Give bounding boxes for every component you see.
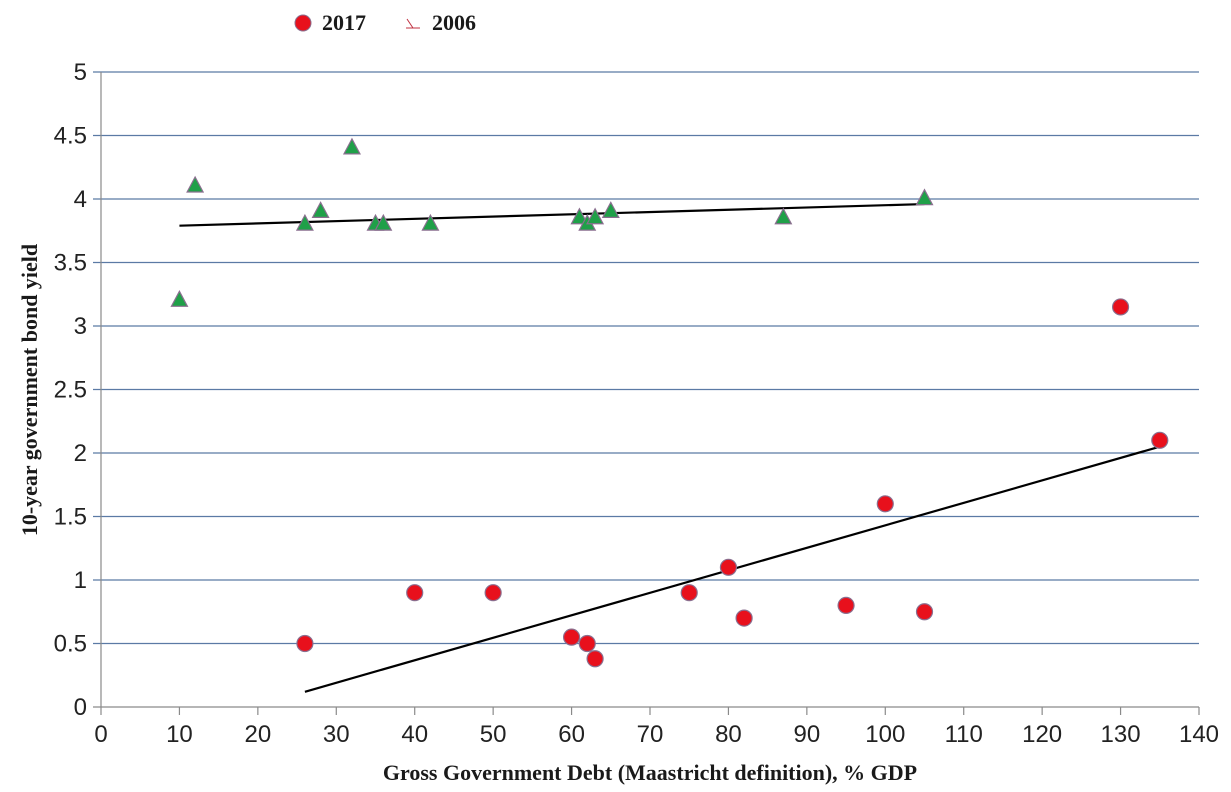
x-tick-label: 70 bbox=[637, 721, 664, 748]
y-tick-label: 3 bbox=[74, 313, 87, 340]
data-point-2006 bbox=[374, 213, 393, 231]
data-point-2017 bbox=[586, 650, 604, 668]
data-point-2017 bbox=[719, 558, 738, 576]
legend-label-2017: 2017 bbox=[322, 10, 366, 35]
data-point-2017 bbox=[876, 495, 894, 513]
data-point-2006 bbox=[601, 201, 620, 218]
x-tick-label: 90 bbox=[794, 721, 821, 748]
y-axis-title: 10-year government bond yield bbox=[17, 243, 42, 537]
data-point-2006 bbox=[586, 207, 605, 225]
data-point-2017 bbox=[680, 584, 698, 602]
x-tick-label: 50 bbox=[480, 721, 507, 748]
data-point-2006 bbox=[342, 137, 361, 155]
y-tick-label: 1 bbox=[74, 567, 87, 594]
y-tick-label: 0.5 bbox=[54, 631, 87, 658]
x-tick-label: 140 bbox=[1179, 721, 1219, 748]
data-point-2017 bbox=[578, 634, 596, 653]
x-tick-label: 120 bbox=[1022, 721, 1062, 748]
data-point-2017 bbox=[406, 584, 424, 602]
y-tick-label: 0 bbox=[74, 694, 87, 721]
x-tick-label: 20 bbox=[245, 721, 272, 748]
data-point-2017 bbox=[484, 584, 502, 602]
data-point-2006 bbox=[295, 213, 314, 231]
data-point-2017 bbox=[915, 603, 934, 621]
data-point-2006 bbox=[311, 201, 330, 218]
data-point-2006 bbox=[421, 213, 440, 231]
tick-label-layer: 00.511.522.533.544.550 10 20 30 40 50 60 70 80 90… bbox=[54, 59, 1219, 748]
x-axis-title: Gross Government Debt (Maastricht defini… bbox=[382, 760, 918, 785]
x-tick-label: 110 bbox=[945, 721, 983, 748]
data-point-2017 bbox=[1151, 431, 1169, 449]
legend-triangle-icon bbox=[406, 18, 420, 29]
y-tick-label: 4.5 bbox=[54, 123, 87, 150]
data-point-2006 bbox=[774, 207, 793, 225]
y-tick-label: 1.5 bbox=[54, 504, 87, 531]
y-tick-label: 2.5 bbox=[54, 377, 87, 404]
data-point-2006 bbox=[186, 175, 205, 193]
legend-item-2006[interactable]: 2006 bbox=[402, 10, 476, 36]
y-tick-label: 5 bbox=[74, 59, 87, 86]
y-tick-label: 3.5 bbox=[54, 250, 87, 277]
data-point-2017 bbox=[1111, 298, 1130, 316]
x-tick-label: 0 bbox=[94, 721, 107, 748]
data-point-2017 bbox=[562, 628, 581, 646]
x-tick-label: 100 bbox=[865, 721, 905, 748]
trendline-2006 bbox=[179, 202, 925, 227]
data-point-2017 bbox=[735, 609, 753, 627]
data-point-2006 bbox=[915, 188, 934, 206]
x-tick-label: 10 bbox=[166, 721, 193, 748]
x-tick-label: 60 bbox=[558, 721, 585, 748]
data-point-2017 bbox=[837, 596, 855, 615]
data-point-2017 bbox=[296, 634, 314, 653]
x-tick-label: 80 bbox=[715, 721, 742, 748]
legend: 2017 2006 bbox=[292, 10, 512, 36]
y-tick-label: 2 bbox=[74, 440, 87, 467]
y-tick-label: 4 bbox=[74, 186, 87, 213]
legend-item-2017[interactable]: 2017 bbox=[292, 10, 366, 36]
data-point-2006 bbox=[170, 290, 189, 307]
data-point-2006 bbox=[570, 207, 589, 225]
x-tick-label: 30 bbox=[323, 721, 350, 748]
legend-circle-icon bbox=[294, 14, 312, 32]
marker-layer bbox=[170, 137, 1169, 668]
x-tick-label: 130 bbox=[1101, 721, 1141, 748]
grid-layer bbox=[93, 71, 1200, 715]
legend-label-2006: 2006 bbox=[432, 10, 476, 35]
trendline-layer bbox=[179, 202, 1161, 693]
x-tick-label: 40 bbox=[401, 721, 428, 748]
